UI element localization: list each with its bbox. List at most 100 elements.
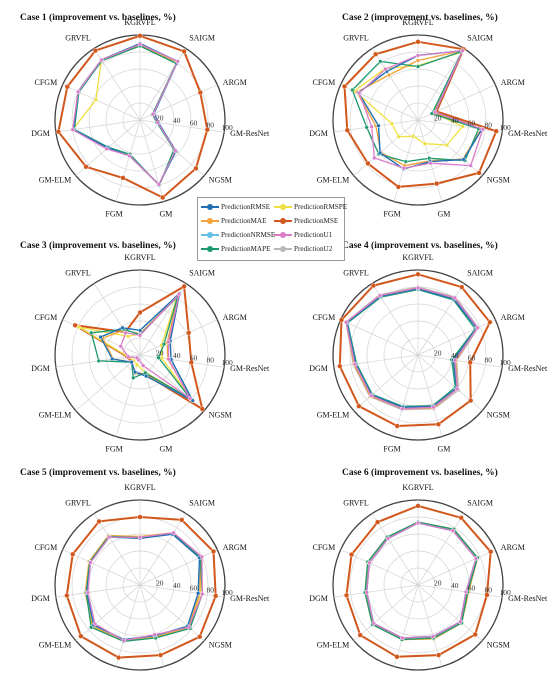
data-point bbox=[83, 164, 89, 170]
radial-tick-label: 40 bbox=[451, 581, 459, 590]
data-point bbox=[137, 535, 143, 540]
category-label: ARGM bbox=[501, 543, 525, 552]
data-point bbox=[337, 363, 343, 369]
data-point bbox=[422, 141, 427, 146]
spoke bbox=[139, 549, 218, 586]
legend-item-predictionrmspe: PredictionRMSPE bbox=[274, 201, 347, 213]
data-point bbox=[152, 632, 157, 637]
spoke bbox=[353, 354, 419, 411]
data-point bbox=[158, 652, 164, 658]
chart-title: Case 3 (improvement vs. baselines, %) bbox=[20, 240, 176, 251]
data-point bbox=[137, 333, 143, 338]
spoke bbox=[393, 354, 419, 437]
data-point bbox=[394, 654, 400, 660]
spoke bbox=[139, 584, 225, 598]
spoke bbox=[55, 119, 141, 133]
category-label: SAIGM bbox=[189, 268, 215, 277]
data-point bbox=[415, 64, 421, 69]
data-point bbox=[70, 127, 75, 132]
data-point bbox=[134, 355, 139, 360]
radar-chart-case-5: Case 5 (improvement vs. baselines, %) 20 4… bbox=[20, 467, 270, 676]
legend-item-predictionu2: PredictionU2 bbox=[274, 243, 332, 255]
data-point bbox=[338, 317, 345, 323]
data-point bbox=[85, 590, 90, 595]
radial-tick-label: 60 bbox=[468, 353, 476, 362]
data-point bbox=[343, 592, 350, 598]
category-label: NGSM bbox=[487, 176, 510, 185]
series-line-predictionu1 bbox=[366, 522, 477, 639]
data-point bbox=[78, 633, 84, 639]
category-label: GM-ResNet bbox=[508, 364, 548, 373]
data-point bbox=[373, 51, 379, 57]
legend-label: PredictionMAE bbox=[221, 217, 267, 225]
series-line-predictionmse bbox=[343, 40, 498, 188]
series-line-predictionmape bbox=[346, 288, 476, 408]
data-point bbox=[401, 166, 406, 171]
series-line-predictionu1 bbox=[345, 287, 479, 410]
data-point bbox=[411, 134, 416, 139]
data-point bbox=[213, 593, 219, 599]
data-point bbox=[396, 134, 401, 139]
data-point bbox=[415, 503, 421, 509]
radial-tick-label: 60 bbox=[468, 583, 476, 592]
spoke bbox=[393, 584, 419, 667]
spoke bbox=[371, 513, 419, 586]
spoke bbox=[62, 549, 141, 586]
legend-item-predictionu1: PredictionU1 bbox=[274, 229, 332, 241]
data-point bbox=[400, 406, 405, 411]
data-point bbox=[484, 592, 490, 598]
data-point bbox=[151, 111, 156, 117]
legend-label: PredictionNRMSE bbox=[221, 231, 276, 239]
data-point bbox=[352, 362, 357, 367]
spoke bbox=[353, 119, 419, 176]
category-label: GM-ELM bbox=[39, 641, 71, 650]
data-point bbox=[107, 534, 112, 540]
data-point bbox=[98, 334, 103, 340]
data-point bbox=[188, 396, 193, 401]
data-point bbox=[186, 625, 191, 630]
legend-item-predictionmae: PredictionMAE bbox=[201, 215, 267, 227]
data-point bbox=[75, 89, 81, 94]
category-label: GM-ResNet bbox=[508, 594, 548, 603]
radar-chart-case-4: Case 4 (improvement vs. baselines, %) 20 4… bbox=[309, 240, 548, 453]
data-point bbox=[110, 356, 115, 362]
data-point bbox=[141, 363, 146, 368]
spoke bbox=[139, 319, 218, 356]
category-label: KGRVFL bbox=[124, 18, 155, 27]
data-point bbox=[72, 322, 78, 328]
series-line-predictionmse bbox=[65, 516, 217, 659]
spoke bbox=[75, 354, 141, 411]
series-line-predictionmae bbox=[84, 532, 202, 642]
legend-item-predictionmse: PredictionMSE bbox=[274, 215, 338, 227]
data-point bbox=[132, 370, 138, 375]
legend-swatch bbox=[274, 202, 292, 212]
spoke bbox=[139, 354, 165, 437]
data-point bbox=[120, 175, 126, 181]
data-point bbox=[200, 591, 205, 597]
radial-tick-label: 60 bbox=[468, 118, 476, 127]
category-label: ARGM bbox=[223, 78, 247, 87]
legend-swatch bbox=[201, 230, 219, 240]
data-point bbox=[472, 631, 478, 638]
category-label: NGSM bbox=[487, 641, 510, 650]
category-label: DGM bbox=[309, 594, 328, 603]
data-point bbox=[199, 406, 205, 412]
data-point bbox=[155, 120, 160, 125]
data-point bbox=[92, 47, 99, 54]
category-label: KGRVFL bbox=[124, 253, 155, 262]
spoke bbox=[417, 48, 465, 121]
category-label: GM-ELM bbox=[39, 176, 71, 185]
spoke bbox=[139, 119, 165, 202]
data-point bbox=[432, 110, 438, 115]
data-point bbox=[175, 59, 180, 64]
category-label: SAIGM bbox=[467, 498, 493, 507]
data-point bbox=[166, 339, 171, 344]
series-line-predictionu1 bbox=[120, 293, 191, 400]
data-point bbox=[92, 621, 98, 627]
legend-swatch bbox=[201, 244, 219, 254]
category-label: SAIGM bbox=[189, 498, 215, 507]
data-point bbox=[452, 358, 458, 363]
radar-chart-case-6: Case 6 (improvement vs. baselines, %) 20 4… bbox=[309, 467, 548, 676]
spoke bbox=[93, 513, 141, 586]
data-point bbox=[394, 423, 400, 429]
